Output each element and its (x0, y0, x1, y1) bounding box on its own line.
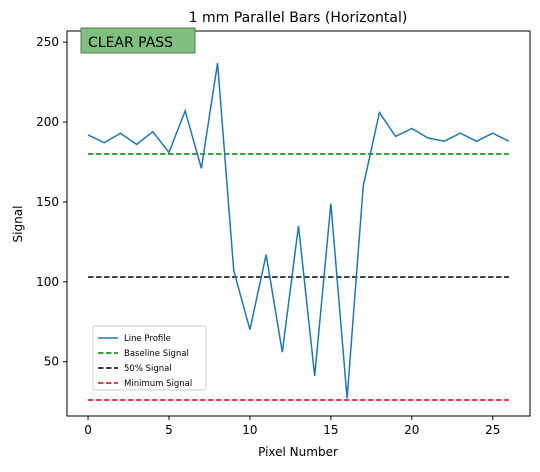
axis-ticks: 0 5 10 15 20 25 50 100 150 200 250 (36, 35, 500, 437)
legend: Line Profile Baseline Signal 50% Signal Min… (92, 325, 207, 391)
y-tick-label: 200 (36, 115, 59, 129)
x-tick-label: 20 (404, 423, 419, 437)
plot-frame (66, 30, 531, 417)
series-line-line-profile (87, 62, 510, 399)
y-axis-label: Signal (11, 206, 25, 243)
legend-label: Baseline Signal (124, 349, 189, 359)
x-tick-label: 10 (242, 423, 257, 437)
y-tick-label: 100 (36, 275, 59, 289)
y-tick-label: 250 (36, 35, 59, 49)
plot-content (87, 62, 510, 401)
annotation-text: CLEAR PASS (88, 35, 173, 51)
x-tick-label: 25 (485, 423, 500, 437)
x-tick-label: 5 (165, 423, 173, 437)
legend-label: 50% Signal (124, 364, 172, 374)
x-tick-label: 0 (84, 423, 92, 437)
annotation-box (80, 27, 196, 54)
annotation-badge: CLEAR PASS (80, 27, 196, 54)
chart-title: 1 mm Parallel Bars (Horizontal) (189, 10, 408, 26)
legend-label: Line Profile (124, 334, 171, 344)
y-tick-label: 50 (44, 355, 59, 369)
legend-frame (92, 325, 207, 391)
legend-label: Minimum Signal (124, 379, 192, 389)
x-axis-label: Pixel Number (258, 445, 338, 459)
y-tick-label: 150 (36, 195, 59, 209)
x-tick-label: 15 (323, 423, 338, 437)
